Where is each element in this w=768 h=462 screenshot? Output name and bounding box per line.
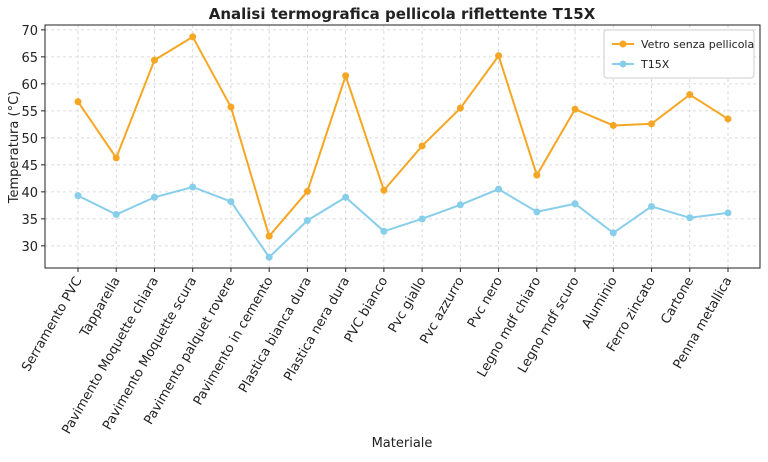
data-point <box>150 193 158 201</box>
data-point <box>609 229 617 237</box>
data-point <box>112 154 120 162</box>
data-point <box>342 193 350 201</box>
data-point <box>495 185 503 193</box>
legend-label: Vetro senza pellicola <box>641 38 754 51</box>
data-point <box>189 33 197 41</box>
x-tick-label: Pvc giallo <box>386 274 430 335</box>
data-point <box>648 202 656 210</box>
x-tick-label: Cartone <box>658 275 697 327</box>
y-tick-label: 60 <box>21 78 38 93</box>
data-point <box>456 104 464 112</box>
data-point <box>112 211 120 219</box>
plot-frame <box>44 24 761 269</box>
data-point <box>571 105 579 113</box>
x-tick-label: Serramento PVC <box>19 275 85 375</box>
data-point <box>265 253 273 261</box>
data-point <box>303 216 311 224</box>
legend-box <box>603 29 755 79</box>
data-point <box>265 232 273 240</box>
x-tick-label: Pvc nero <box>465 274 506 330</box>
data-point <box>686 214 694 222</box>
y-tick-label: 70 <box>21 24 38 39</box>
y-tick-label: 50 <box>21 132 38 147</box>
data-point <box>571 200 579 208</box>
data-point <box>189 183 197 191</box>
data-point <box>74 98 82 106</box>
data-point <box>418 142 426 150</box>
x-axis-label: Materiale <box>372 436 433 451</box>
y-axis-label: Temperatura (°C) <box>7 91 22 204</box>
data-point <box>456 201 464 209</box>
legend-label: T15X <box>640 58 670 71</box>
y-tick-label: 65 <box>21 51 38 66</box>
y-tick-label: 40 <box>21 186 38 201</box>
data-point <box>533 208 541 216</box>
data-point <box>418 215 426 223</box>
legend-marker <box>619 60 627 68</box>
data-point <box>342 72 350 80</box>
legend: Vetro senza pellicola T15X <box>603 29 755 79</box>
data-point <box>380 186 388 194</box>
data-point <box>724 115 732 123</box>
x-tick-label: Plastica bianca dura <box>236 275 315 396</box>
data-point <box>303 187 311 195</box>
data-point <box>227 198 235 206</box>
data-point <box>609 121 617 129</box>
data-point <box>495 52 503 60</box>
x-tick-label: Aluminio <box>579 274 620 331</box>
chart-title: Analisi termografica pellicola rifletten… <box>209 5 596 23</box>
y-tick-label: 45 <box>21 159 38 174</box>
series-line <box>77 35 729 239</box>
data-point <box>227 103 235 111</box>
y-tick-label: 35 <box>21 213 38 228</box>
series-line <box>77 185 729 259</box>
legend-marker <box>619 40 627 48</box>
data-point <box>74 192 82 200</box>
y-tick-label: 55 <box>21 105 38 120</box>
data-point <box>533 171 541 179</box>
data-point <box>724 209 732 217</box>
y-tick-label: 30 <box>21 240 38 255</box>
data-point <box>150 56 158 64</box>
data-point <box>380 227 388 235</box>
data-point <box>686 91 694 99</box>
data-point <box>648 120 656 128</box>
